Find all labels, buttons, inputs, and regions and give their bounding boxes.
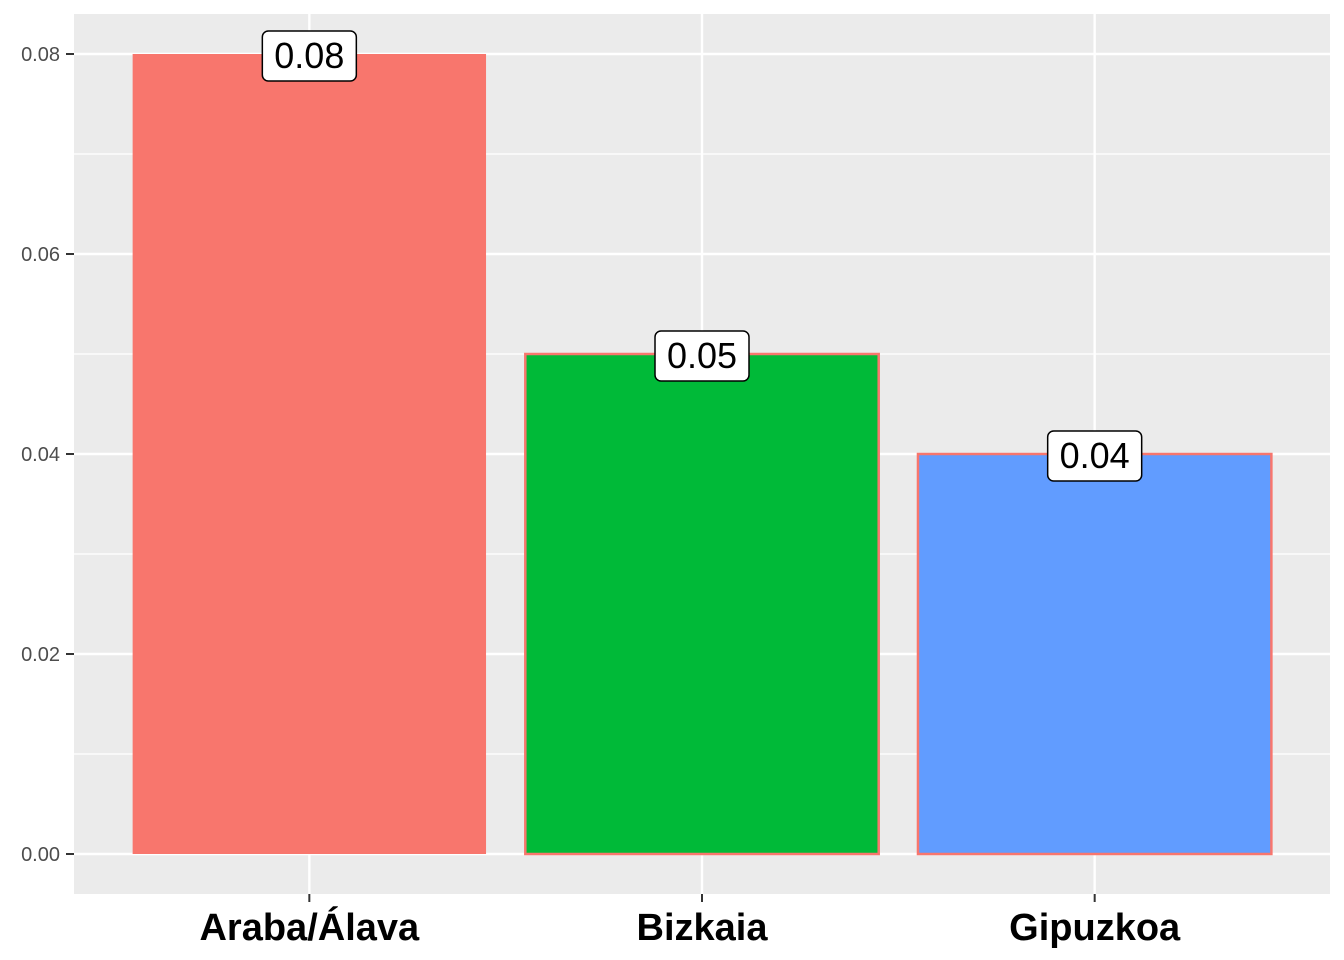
y-tick-label: 0.08 [21,44,60,66]
data-label-box [654,330,750,382]
data-label-box [1046,430,1143,482]
y-tick-label: 0.00 [21,844,60,866]
x-tick-label: Bizkaia [637,907,769,949]
bars [132,54,1273,856]
y-tick-label: 0.06 [21,244,60,266]
x-tick-label: Araba/Álava [199,905,420,949]
y-axis: 0.00 0.02 0.04 0.06 0.08 [21,44,74,866]
data-labels: 0.08 0.05 0.04 [261,30,1143,482]
x-axis: Araba/Álava Bizkaia Gipuzkoa [199,894,1181,949]
data-label: 0.04 [1060,435,1130,476]
bar [524,352,880,856]
bar [132,54,487,854]
y-tick-label: 0.02 [21,644,60,666]
bar [916,452,1273,856]
data-label: 0.05 [667,335,737,376]
data-label: 0.08 [274,35,344,76]
data-label-box [261,30,358,82]
y-tick-label: 0.04 [21,444,60,466]
x-tick-label: Gipuzkoa [1009,907,1181,949]
